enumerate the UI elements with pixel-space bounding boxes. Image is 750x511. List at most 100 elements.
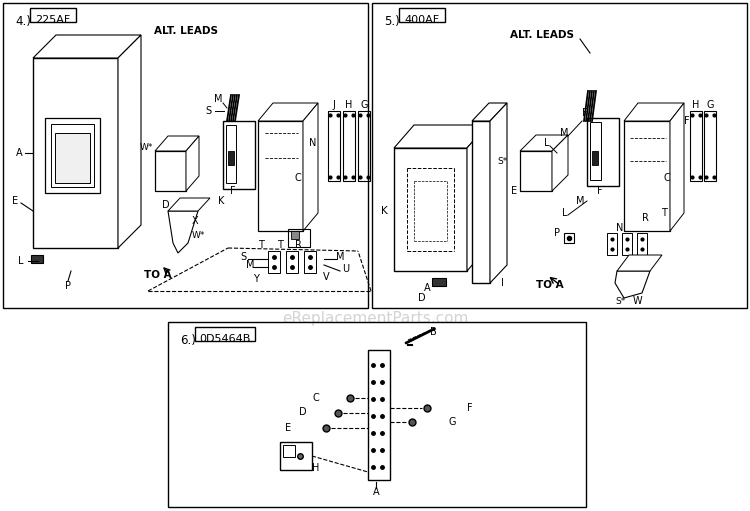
Text: F: F xyxy=(597,186,603,196)
Polygon shape xyxy=(118,35,141,248)
Polygon shape xyxy=(472,121,490,283)
Bar xyxy=(268,251,280,273)
Text: W: W xyxy=(632,296,642,306)
Text: T: T xyxy=(258,240,264,250)
Text: R: R xyxy=(295,240,302,250)
Bar xyxy=(3,3,368,308)
Text: 0D5464B: 0D5464B xyxy=(200,334,250,344)
Text: P: P xyxy=(65,281,71,291)
Text: H: H xyxy=(692,100,700,110)
Text: L: L xyxy=(562,208,568,218)
Polygon shape xyxy=(186,136,199,191)
Bar xyxy=(587,118,619,186)
Text: G: G xyxy=(706,100,714,110)
Bar xyxy=(592,151,598,165)
Text: B: B xyxy=(430,327,436,337)
Polygon shape xyxy=(258,103,318,121)
Text: M: M xyxy=(336,252,344,262)
Text: eReplacementParts.com: eReplacementParts.com xyxy=(282,311,468,326)
Polygon shape xyxy=(258,121,303,231)
Bar xyxy=(432,278,446,286)
Polygon shape xyxy=(394,125,487,148)
Text: F: F xyxy=(230,186,236,196)
Bar xyxy=(343,111,355,181)
Polygon shape xyxy=(617,255,662,271)
Polygon shape xyxy=(472,103,507,121)
Text: U: U xyxy=(343,264,350,274)
Bar xyxy=(637,233,647,255)
Bar xyxy=(195,327,255,341)
Text: F: F xyxy=(684,116,690,126)
Text: T: T xyxy=(661,208,667,218)
Bar xyxy=(564,233,574,243)
Bar xyxy=(55,133,90,183)
Polygon shape xyxy=(520,151,552,191)
Text: G: G xyxy=(448,417,456,427)
Text: 225AF: 225AF xyxy=(35,15,70,25)
Text: E: E xyxy=(285,423,291,433)
Polygon shape xyxy=(155,136,199,151)
Text: L: L xyxy=(544,138,550,148)
Text: V: V xyxy=(322,272,329,282)
Text: T: T xyxy=(277,240,283,250)
Text: D: D xyxy=(162,200,170,210)
Text: I: I xyxy=(500,278,503,288)
Text: M: M xyxy=(214,94,222,104)
Polygon shape xyxy=(303,103,318,231)
Text: ALT. LEADS: ALT. LEADS xyxy=(154,26,218,36)
Text: TO A: TO A xyxy=(144,270,172,280)
Text: Y: Y xyxy=(253,274,259,284)
Bar xyxy=(226,125,236,183)
Bar xyxy=(368,350,390,480)
Text: H: H xyxy=(312,463,320,473)
Text: C: C xyxy=(295,173,302,183)
Bar xyxy=(286,251,298,273)
Text: M: M xyxy=(576,196,584,206)
Text: A: A xyxy=(373,487,380,497)
Polygon shape xyxy=(33,58,118,248)
Polygon shape xyxy=(670,103,684,231)
Text: M: M xyxy=(246,260,254,270)
Text: W*: W* xyxy=(191,230,205,240)
Polygon shape xyxy=(467,125,487,271)
Text: N: N xyxy=(616,223,624,233)
Bar xyxy=(288,229,310,247)
Bar xyxy=(31,255,43,263)
Bar xyxy=(328,111,340,181)
Text: L: L xyxy=(18,256,24,266)
Polygon shape xyxy=(168,198,210,211)
Bar xyxy=(372,3,747,308)
Bar xyxy=(228,151,234,165)
Text: K: K xyxy=(217,196,224,206)
Polygon shape xyxy=(520,135,568,151)
Text: S*: S* xyxy=(496,156,507,166)
Bar xyxy=(607,233,617,255)
Text: F: F xyxy=(582,108,588,118)
Text: M: M xyxy=(560,128,568,138)
Text: A: A xyxy=(16,148,22,158)
Text: 400AF: 400AF xyxy=(404,15,439,25)
Bar xyxy=(304,251,316,273)
Text: E: E xyxy=(511,186,517,196)
Text: S*: S* xyxy=(615,296,626,306)
Bar xyxy=(223,121,255,189)
Text: ALT. LEADS: ALT. LEADS xyxy=(510,30,574,40)
Polygon shape xyxy=(155,151,186,191)
Text: H: H xyxy=(345,100,352,110)
Polygon shape xyxy=(552,135,568,191)
Polygon shape xyxy=(490,103,507,283)
Text: X: X xyxy=(192,216,198,226)
Bar xyxy=(45,118,100,193)
Text: A: A xyxy=(424,283,430,293)
Text: D: D xyxy=(419,293,426,303)
Bar xyxy=(590,122,601,180)
Text: 5.): 5.) xyxy=(384,15,400,28)
Polygon shape xyxy=(33,35,141,58)
Text: S: S xyxy=(240,252,246,262)
Text: J: J xyxy=(332,100,335,110)
Bar xyxy=(280,442,312,470)
Bar xyxy=(168,322,586,507)
Bar xyxy=(399,8,445,22)
Text: S: S xyxy=(205,106,211,116)
Text: 4.): 4.) xyxy=(15,15,31,28)
